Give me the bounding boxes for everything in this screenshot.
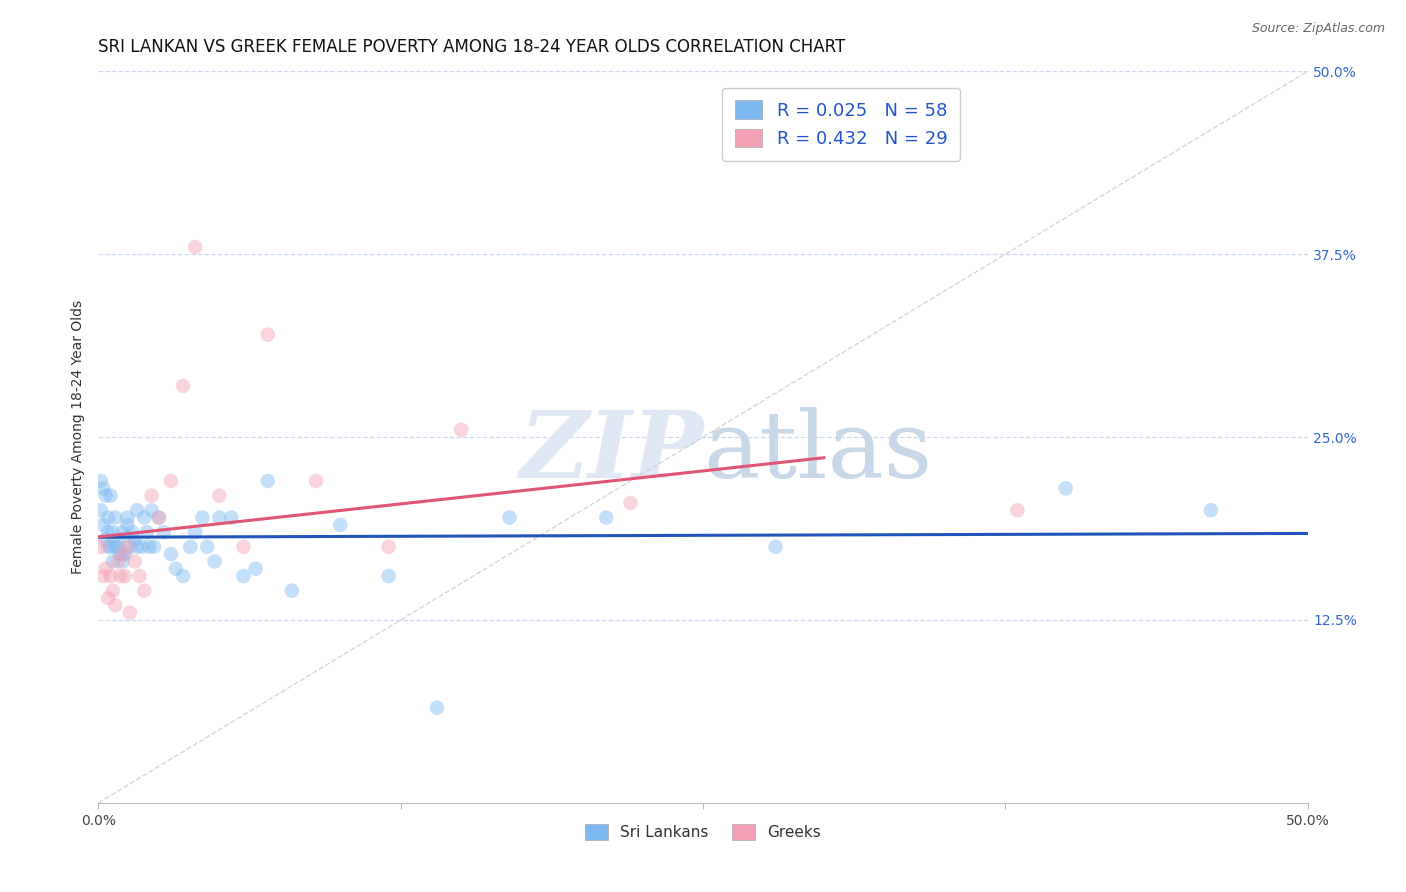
Point — [765, 540, 787, 554]
Point — [221, 510, 243, 524]
Point — [127, 540, 149, 554]
Point — [121, 525, 143, 540]
Point — [1199, 503, 1222, 517]
Point — [195, 540, 218, 554]
Point — [134, 583, 156, 598]
Point — [134, 510, 156, 524]
Point — [97, 540, 120, 554]
Point — [107, 554, 129, 568]
Point — [329, 517, 352, 532]
Point — [138, 540, 160, 554]
Point — [108, 547, 131, 561]
Point — [94, 489, 117, 503]
Point — [377, 569, 399, 583]
Point — [245, 562, 267, 576]
Point — [114, 547, 136, 561]
Point — [117, 510, 139, 524]
Point — [141, 489, 163, 503]
Point — [152, 525, 174, 540]
Point — [128, 569, 150, 583]
Point — [172, 569, 194, 583]
Point — [377, 540, 399, 554]
Point — [281, 583, 304, 598]
Point — [208, 489, 231, 503]
Point — [104, 510, 127, 524]
Point — [117, 517, 139, 532]
Point — [101, 554, 124, 568]
Point — [498, 510, 520, 524]
Y-axis label: Female Poverty Among 18-24 Year Olds: Female Poverty Among 18-24 Year Olds — [72, 300, 86, 574]
Point — [111, 525, 134, 540]
Point — [256, 327, 278, 342]
Point — [426, 700, 449, 714]
Point — [160, 547, 183, 561]
Point — [111, 547, 134, 561]
Point — [97, 510, 120, 524]
Point — [90, 503, 112, 517]
Point — [117, 540, 139, 554]
Point — [204, 554, 226, 568]
Point — [90, 474, 112, 488]
Point — [172, 379, 194, 393]
Point — [305, 474, 328, 488]
Point — [256, 474, 278, 488]
Point — [101, 525, 124, 540]
Point — [107, 540, 129, 554]
Point — [91, 569, 114, 583]
Point — [131, 540, 153, 554]
Point — [94, 533, 117, 547]
Text: SRI LANKAN VS GREEK FEMALE POVERTY AMONG 18-24 YEAR OLDS CORRELATION CHART: SRI LANKAN VS GREEK FEMALE POVERTY AMONG… — [98, 38, 845, 56]
Point — [619, 496, 641, 510]
Point — [100, 569, 122, 583]
Point — [1054, 481, 1077, 495]
Text: Source: ZipAtlas.com: Source: ZipAtlas.com — [1251, 22, 1385, 36]
Point — [450, 423, 472, 437]
Point — [232, 540, 254, 554]
Point — [208, 510, 231, 524]
Point — [94, 562, 117, 576]
Point — [141, 503, 163, 517]
Point — [100, 489, 122, 503]
Point — [108, 533, 131, 547]
Point — [97, 525, 120, 540]
Point — [165, 562, 187, 576]
Point — [143, 540, 166, 554]
Point — [118, 606, 141, 620]
Point — [124, 533, 146, 547]
Point — [100, 540, 122, 554]
Point — [108, 569, 131, 583]
Point — [114, 569, 136, 583]
Point — [148, 510, 170, 524]
Point — [179, 540, 201, 554]
Point — [104, 599, 127, 613]
Point — [101, 583, 124, 598]
Point — [184, 240, 207, 254]
Point — [191, 510, 214, 524]
Point — [91, 517, 114, 532]
Point — [232, 569, 254, 583]
Point — [90, 540, 112, 554]
Text: ZIP: ZIP — [519, 407, 703, 497]
Legend: Sri Lankans, Greeks: Sri Lankans, Greeks — [579, 818, 827, 847]
Point — [184, 525, 207, 540]
Point — [127, 503, 149, 517]
Point — [124, 554, 146, 568]
Point — [1007, 503, 1029, 517]
Text: atlas: atlas — [703, 407, 932, 497]
Point — [91, 481, 114, 495]
Point — [118, 540, 141, 554]
Point — [135, 525, 157, 540]
Point — [148, 510, 170, 524]
Point — [104, 540, 127, 554]
Point — [160, 474, 183, 488]
Point — [97, 591, 120, 605]
Point — [111, 554, 134, 568]
Point — [595, 510, 617, 524]
